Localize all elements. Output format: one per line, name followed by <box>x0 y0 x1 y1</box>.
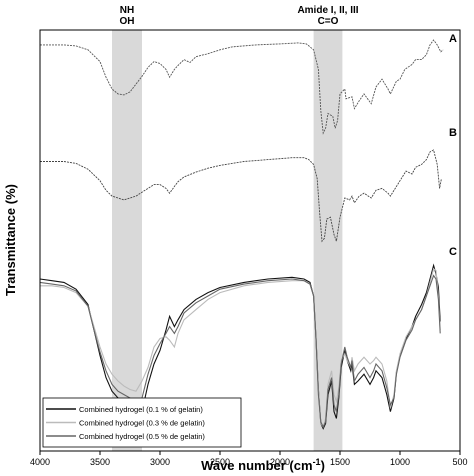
x-tick-label-3500: 3500 <box>90 457 110 467</box>
nh-oh-band <box>112 30 142 451</box>
legend-label-1: Combined hydrogel (0.1 % of gelatin) <box>79 405 203 414</box>
x-axis-title: Wave number (cm-1) <box>201 457 325 473</box>
spectrum-b <box>40 149 442 243</box>
x-tick-label-2500: 2500 <box>210 457 230 467</box>
y-axis-title: Transmittance (%) <box>3 184 18 296</box>
curve-label-c: C <box>449 246 457 258</box>
x-tick-label-1500: 1500 <box>330 457 350 467</box>
x-tick-label-500: 500 <box>452 457 467 467</box>
highlight-bands <box>112 30 343 451</box>
legend-items: Combined hydrogel (0.1 % of gelatin) Comb… <box>46 405 205 441</box>
x-tick-label-2000: 2000 <box>270 457 290 467</box>
amide-band-label-0: Amide I, II, III <box>297 5 358 16</box>
x-tick-label-4000: 4000 <box>30 457 50 467</box>
x-tick-label-1000: 1000 <box>390 457 410 467</box>
legend: Combined hydrogel (0.1 % of gelatin) Comb… <box>42 397 242 448</box>
x-tick-label-3000: 3000 <box>150 457 170 467</box>
amide-band-label-1: C=O <box>318 16 339 27</box>
curve-label-b: B <box>449 127 457 139</box>
legend-label-2: Combined hydrogel (0.3 % de gelatin) <box>79 419 205 428</box>
curve-labels: A B C <box>449 33 457 258</box>
nh-oh-band-label-0: NH <box>120 5 134 16</box>
spectrum-a <box>40 39 444 135</box>
legend-label-3: Combined hydrogel (0.5 % de gelatin) <box>79 432 205 441</box>
x-axis-ticks: 4000 3500 3000 2500 2000 1500 1000 500 <box>30 451 468 467</box>
spectra-curves <box>39 39 444 430</box>
nh-oh-band-label-1: OH <box>120 16 135 27</box>
plot-frame <box>39 29 461 452</box>
curve-label-a: A <box>449 33 457 45</box>
